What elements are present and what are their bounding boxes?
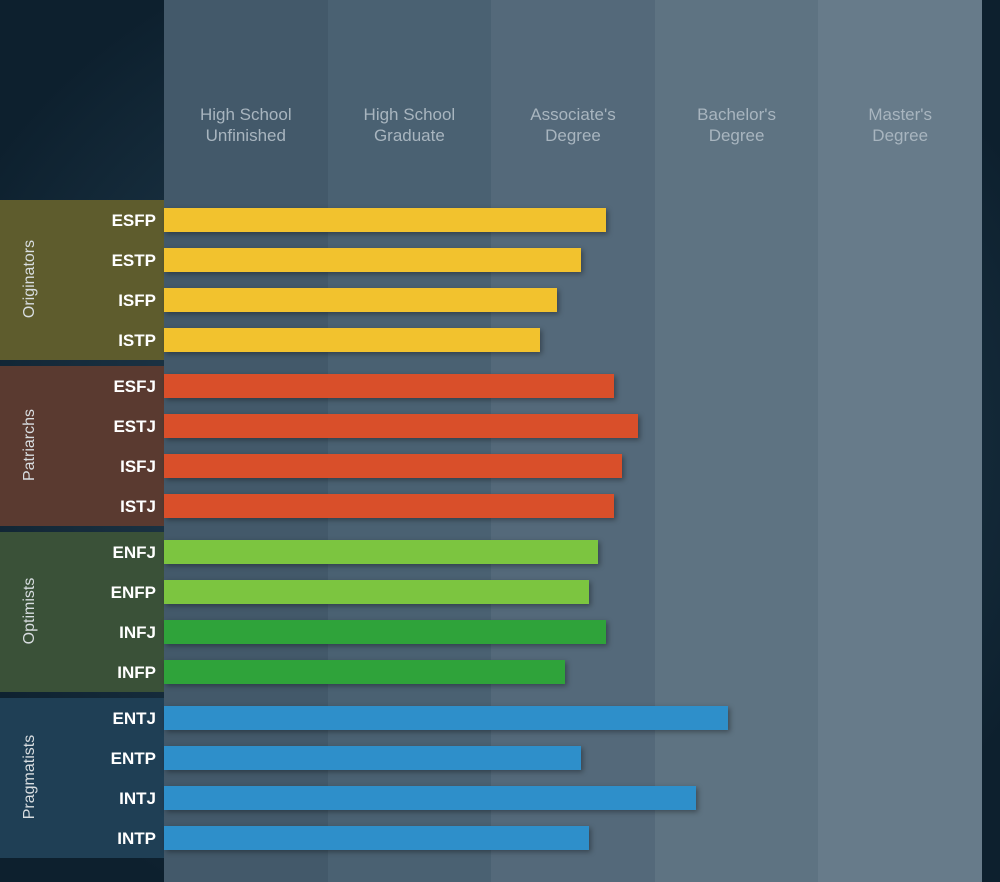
bar [164,660,565,684]
row-label: ISTJ [80,497,156,517]
row-label: ENTP [80,749,156,769]
row-label: ENFP [80,583,156,603]
bar [164,288,557,312]
column-label-line2: Degree [709,126,765,145]
column-label-line2: Graduate [374,126,445,145]
row-label: ISFJ [80,457,156,477]
bar [164,826,589,850]
row-label: INFJ [80,623,156,643]
group-label: Originators [21,199,39,359]
column-label-line1: Associate's [530,105,615,124]
bar [164,328,540,352]
column-label: Associate's Degree [491,104,655,147]
bar [164,248,581,272]
column-label-line1: High School [364,105,456,124]
group-label: Patriarchs [21,365,39,525]
group-label: Optimists [21,531,39,691]
column-label: High School Graduate [328,104,492,147]
column-label-line1: Bachelor's [697,105,776,124]
bar [164,620,606,644]
bar [164,746,581,770]
column-band: Bachelor's Degree [655,0,819,882]
bar [164,208,606,232]
row-label: INTP [80,829,156,849]
column-label-line2: Degree [545,126,601,145]
row-label: ESFJ [80,377,156,397]
column-label: Master's Degree [818,104,982,147]
bar [164,706,728,730]
row-label: ISFP [80,291,156,311]
row-label: INTJ [80,789,156,809]
row-label: INFP [80,663,156,683]
group-label: Pragmatists [21,697,39,857]
bar [164,454,622,478]
column-label-line2: Unfinished [206,126,286,145]
row-label: ISTP [80,331,156,351]
bar [164,786,696,810]
bar [164,414,638,438]
column-label-line1: High School [200,105,292,124]
bar [164,494,614,518]
row-label: ENFJ [80,543,156,563]
bar [164,374,614,398]
row-label: ESFP [80,211,156,231]
bar [164,580,589,604]
column-label-line2: Degree [872,126,928,145]
row-label: ESTP [80,251,156,271]
column-label: Bachelor's Degree [655,104,819,147]
column-label-line1: Master's [868,105,932,124]
row-label: ENTJ [80,709,156,729]
column-label: High School Unfinished [164,104,328,147]
bar [164,540,598,564]
column-band: Master's Degree [818,0,982,882]
row-label: ESTJ [80,417,156,437]
